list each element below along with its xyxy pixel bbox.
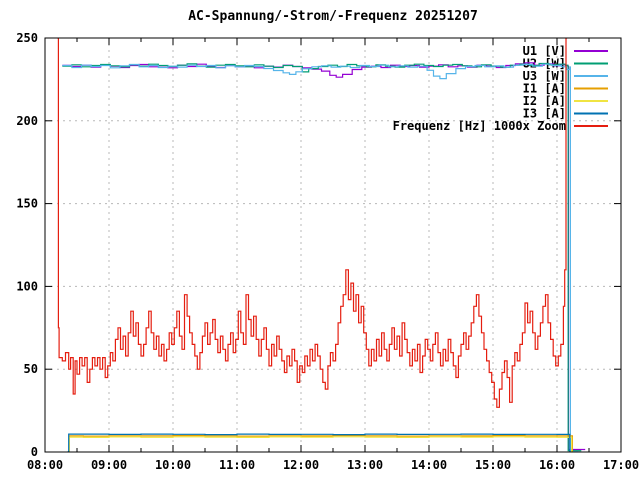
series-group: [57, 38, 586, 452]
legend-entry: U3 [W]: [523, 69, 608, 83]
legend-entry: Frequenz [Hz] 1000x Zoom: [393, 119, 608, 133]
x-tick-label: 13:00: [347, 458, 383, 472]
legend-entry: I1 [A]: [523, 82, 608, 96]
x-tick-label: 17:00: [603, 458, 639, 472]
series-frequenz: [57, 38, 568, 408]
y-tick-label: 100: [16, 279, 38, 293]
y-tick-label: 200: [16, 114, 38, 128]
legend-label: I2 [A]: [523, 94, 566, 108]
series-i2: [68, 436, 573, 452]
x-tick-label: 14:00: [411, 458, 447, 472]
legend-label: I3 [A]: [523, 107, 566, 121]
x-tick-label: 15:00: [475, 458, 511, 472]
grid-lines: [45, 38, 621, 452]
legend-label: I1 [A]: [523, 82, 566, 96]
ticks: [44, 37, 622, 453]
legend-entry: I3 [A]: [523, 107, 608, 121]
legend-entry: U1 [V]: [523, 44, 608, 58]
x-tick-label: 11:00: [219, 458, 255, 472]
series-i3: [67, 433, 571, 452]
series-u1: [62, 62, 586, 451]
legend-entry: I2 [A]: [523, 94, 608, 108]
legend-label: U3 [W]: [523, 69, 566, 83]
legend-label: Frequenz [Hz] 1000x Zoom: [393, 119, 566, 133]
x-tick-label: 09:00: [91, 458, 127, 472]
chart-title: AC-Spannung/-Strom/-Frequenz 20251207: [188, 9, 478, 24]
series-i1: [68, 435, 573, 452]
legend: U1 [V]U2 [W]U3 [W]I1 [A]I2 [A]I3 [A]Freq…: [393, 44, 608, 133]
legend-label: U1 [V]: [523, 44, 566, 58]
x-tick-label: 12:00: [283, 458, 319, 472]
y-tick-label: 50: [24, 362, 38, 376]
x-tick-label: 10:00: [155, 458, 191, 472]
x-tick-label: 08:00: [27, 458, 63, 472]
y-tick-label: 250: [16, 31, 38, 45]
y-tick-label: 150: [16, 197, 38, 211]
x-tick-label: 16:00: [539, 458, 575, 472]
y-tick-label: 0: [31, 445, 38, 459]
series-u3: [62, 63, 579, 452]
